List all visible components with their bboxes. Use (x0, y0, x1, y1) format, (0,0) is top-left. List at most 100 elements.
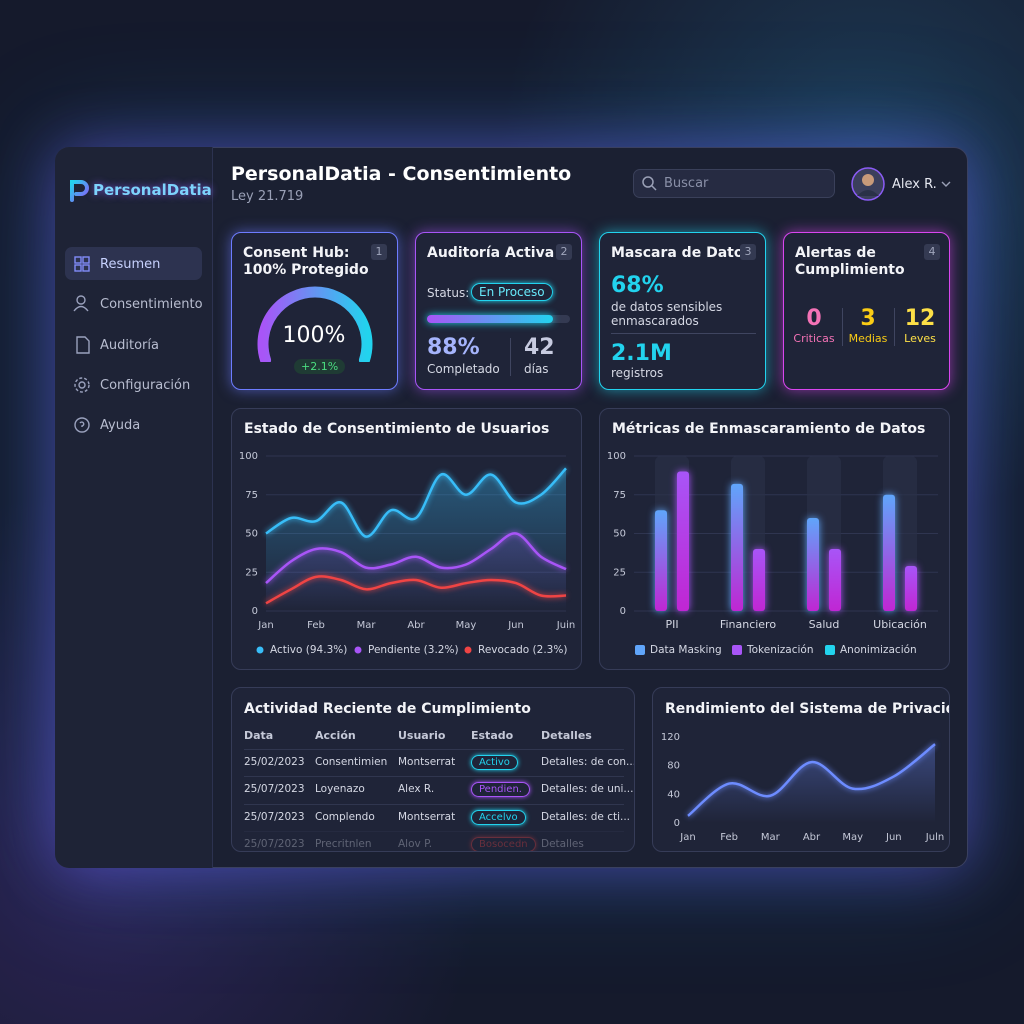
page-title: PersonalDatia - Consentimiento (231, 163, 572, 185)
x-tick-label: May (456, 620, 477, 631)
legend-label: Revocado (2.3%) (478, 644, 567, 656)
x-tick-label: Ubicación (873, 618, 927, 631)
x-tick-label: Jan (679, 832, 695, 843)
y-tick-label: 75 (245, 490, 258, 501)
line (265, 467, 567, 538)
card-audit (415, 232, 582, 390)
gauge-arc (257, 286, 373, 362)
table-cell: Montserrat (398, 756, 456, 768)
card-number: 2 (556, 244, 572, 260)
alert-count: 3 (860, 306, 876, 331)
bar (655, 510, 667, 611)
card-masking (599, 232, 766, 390)
y-tick-label: 120 (661, 732, 680, 743)
nav-item[interactable]: Configuración (100, 377, 191, 393)
line (687, 743, 936, 817)
y-tick-label: 75 (613, 490, 626, 501)
table-cell: 25/07/2023 (244, 783, 305, 796)
table-cell: Alov P. (398, 837, 433, 850)
table-cell: Montserrat (398, 810, 456, 823)
panel-performance-chart: Rendimiento del Sistema de Privacidad 0 40… (652, 687, 950, 852)
divider (510, 338, 511, 376)
divider (842, 308, 843, 346)
x-tick-label: Juin (556, 620, 575, 631)
status-badge: Pendien. (471, 782, 530, 798)
user-name[interactable]: Alex R. (892, 177, 937, 192)
user-caret[interactable] (940, 179, 952, 189)
gauge (257, 286, 373, 362)
column-header: Estado (471, 729, 514, 742)
table-cell: Complendo (315, 810, 375, 823)
card-title: 100% Protegido (243, 262, 369, 278)
legend-label: Anonimización (840, 644, 917, 656)
y-tick-label: 50 (613, 529, 626, 540)
brand: PersonalDatia (93, 181, 212, 199)
chart-title: Estado de Consentimiento de Usuarios (244, 421, 549, 437)
card-number: 1 (371, 244, 387, 260)
legend-swatch (825, 645, 835, 655)
days-label: días (524, 362, 549, 376)
search-box[interactable] (633, 169, 835, 198)
search-icon (642, 176, 657, 191)
table-cell: 25/07/2023 (244, 810, 305, 823)
row-divider (244, 776, 624, 778)
x-tick-label: Jun (885, 832, 902, 843)
legend-swatch (256, 646, 264, 654)
legend-swatch (732, 645, 742, 655)
completed-value: 88% (427, 335, 480, 360)
legend-swatch (354, 646, 362, 654)
bar (883, 494, 895, 611)
x-tick-label: Abr (407, 620, 425, 631)
y-tick-label: 50 (245, 529, 258, 540)
chart: Métricas de Enmascaramiento de Datos 0 25 5… (607, 421, 938, 656)
bar (905, 566, 917, 611)
legend-label: Pendiente (3.2%) (368, 644, 459, 656)
card-title: Alertas de (795, 245, 876, 261)
column-header: Data (244, 729, 274, 742)
row-divider (244, 803, 624, 805)
table-cell: Detalles: de cti... (541, 810, 631, 823)
card-number: 4 (924, 244, 940, 260)
table-cell: Detalles (541, 837, 584, 850)
y-tick-label: 100 (239, 451, 258, 462)
status-badge: Accelvo (471, 809, 526, 825)
table-cell: Detalles: de uni... (541, 783, 634, 796)
y-tick-label: 25 (245, 567, 258, 578)
completed-label: Completado (427, 362, 500, 376)
nav-item[interactable]: Ayuda (100, 418, 141, 434)
chart: Rendimiento del Sistema de Privacidad 0 40… (661, 701, 950, 843)
card-number: 3 (740, 244, 756, 260)
nav-item[interactable]: Auditoría (100, 337, 159, 353)
column-header: Acción (315, 729, 356, 742)
panel-activity-table: Actividad Reciente de Cumplimiento Data Ac… (231, 687, 635, 852)
column-header: Detalles (541, 729, 592, 742)
x-tick-label: PII (665, 618, 678, 631)
panel-masking-chart: Métricas de Enmascaramiento de Datos 0 25 5… (599, 408, 950, 670)
logo (70, 180, 89, 202)
status-badge: Activo (471, 755, 518, 770)
bar (677, 471, 689, 611)
y-tick-label: 40 (667, 789, 680, 800)
alert-count: 12 (904, 306, 936, 331)
divider (894, 308, 895, 346)
status-badge: Bosocedn (471, 836, 536, 851)
search-placeholder: Buscar (664, 176, 709, 191)
alert-count: 0 (806, 306, 822, 331)
y-tick-label: 0 (620, 606, 626, 617)
x-tick-label: Mar (761, 832, 781, 843)
x-tick-label: Mar (357, 620, 377, 631)
nav-item[interactable]: Resumen (100, 257, 161, 272)
line (265, 575, 567, 605)
avatar[interactable] (851, 167, 885, 201)
gauge-value: 100% (282, 323, 346, 348)
chart-title: Rendimiento del Sistema de Privacidad (665, 701, 950, 717)
x-tick-label: May (842, 832, 863, 843)
bar (753, 549, 765, 611)
records-label: registros (611, 366, 664, 380)
y-tick-label: 25 (613, 567, 626, 578)
y-tick-label: 0 (252, 606, 258, 617)
table-cell: Alex R. (398, 783, 435, 796)
nav-item[interactable]: Consentimiento (100, 297, 203, 313)
change: +2.1% (294, 359, 346, 374)
chart-title: Métricas de Enmascaramiento de Datos (612, 421, 925, 437)
